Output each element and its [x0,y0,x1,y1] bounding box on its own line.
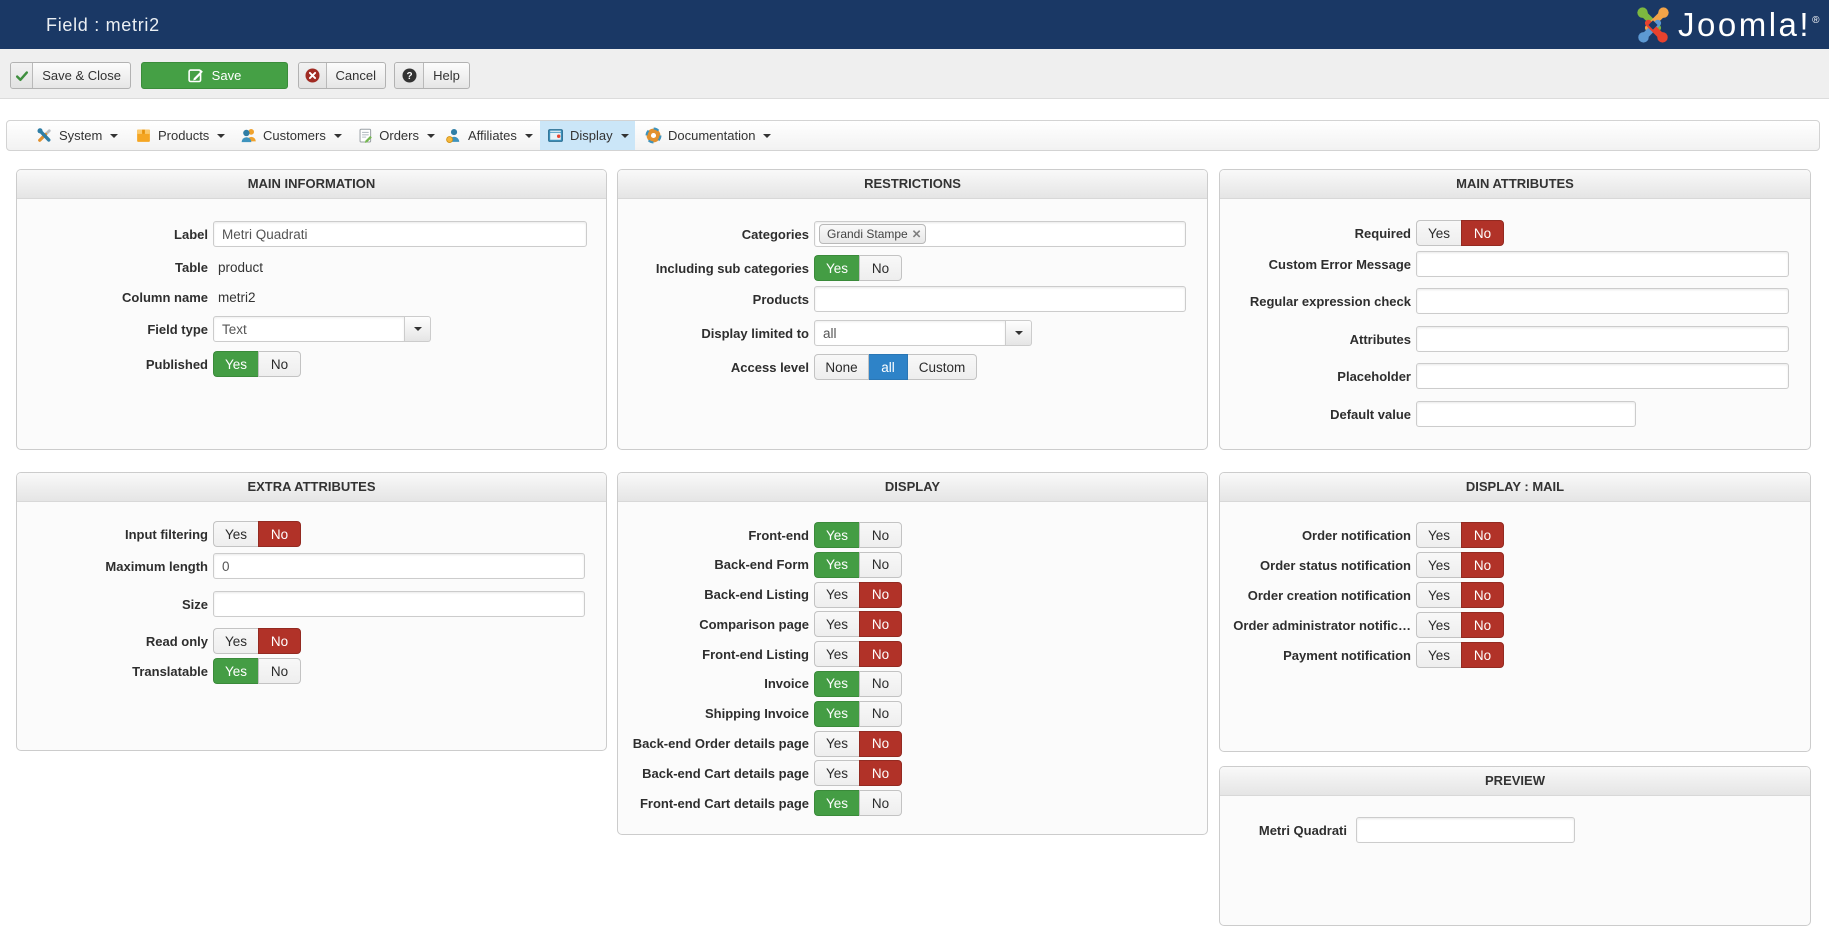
svg-text:?: ? [406,71,412,82]
